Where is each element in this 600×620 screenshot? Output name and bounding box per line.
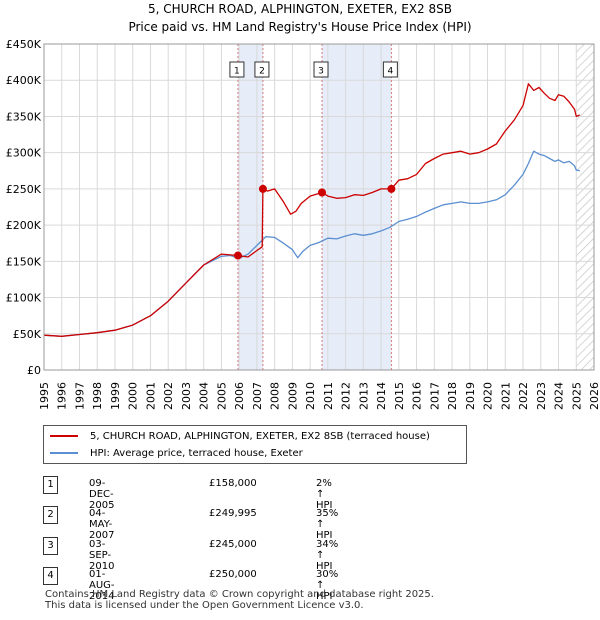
x-tick-label: 2011 <box>322 382 335 410</box>
sale-point <box>258 184 267 193</box>
legend-item-hpi: HPI: Average price, terraced house, Exet… <box>50 445 303 461</box>
shaded-period <box>322 44 392 370</box>
marker-label: 4 <box>388 67 394 77</box>
plot-area <box>44 44 594 370</box>
x-tick-label: 2002 <box>162 382 175 410</box>
sale-point <box>233 251 242 260</box>
y-tick-label: £150K <box>6 255 42 268</box>
x-tick-label: 2026 <box>588 382 600 410</box>
x-tick-label: 2009 <box>286 382 299 410</box>
x-tick-label: 2012 <box>340 382 353 410</box>
chart-title: 5, CHURCH ROAD, ALPHINGTON, EXETER, EX2 … <box>148 2 452 16</box>
transaction-hpi: 35% ↑ HPI <box>316 508 339 541</box>
marker-label: 3 <box>318 67 324 77</box>
transaction-date: 04-MAY-2007 <box>89 508 115 541</box>
transaction-date: 03-SEP-2010 <box>89 539 115 572</box>
x-tick-label: 1998 <box>91 382 104 410</box>
legend-label-property: 5, CHURCH ROAD, ALPHINGTON, EXETER, EX2 … <box>90 430 430 442</box>
x-tick-label: 2018 <box>446 382 459 410</box>
marker-label: 2 <box>259 67 265 77</box>
footer-attribution: Contains HM Land Registry data © Crown c… <box>45 589 434 611</box>
x-tick-label: 2021 <box>499 382 512 410</box>
x-tick-label: 2007 <box>251 382 264 410</box>
transaction-hpi: 2% ↑ HPI <box>316 478 333 511</box>
x-tick-label: 2013 <box>357 382 370 410</box>
marker-label-box <box>313 61 329 78</box>
y-tick-label: £50K <box>13 328 42 341</box>
transaction-date: 09-DEC-2005 <box>89 478 115 511</box>
x-tick-label: 2001 <box>144 382 157 410</box>
sale-point <box>387 184 396 193</box>
chart-subtitle: Price paid vs. HM Land Registry's House … <box>128 20 471 34</box>
x-tick-label: 2023 <box>535 382 548 410</box>
x-tick-label: 2005 <box>215 382 228 410</box>
x-tick-label: 1995 <box>38 382 51 410</box>
plot-frame <box>43 43 595 371</box>
marker-label-box <box>229 61 245 78</box>
x-tick-label: 2025 <box>570 382 583 410</box>
marker-label: 1 <box>234 67 240 77</box>
price-chart: 5, CHURCH ROAD, ALPHINGTON, EXETER, EX2 … <box>6 2 600 410</box>
x-tick-label: 2017 <box>428 382 441 410</box>
x-tick-label: 2024 <box>553 382 566 410</box>
footer-line-2: This data is licensed under the Open Gov… <box>45 600 364 611</box>
legend-item-property: 5, CHURCH ROAD, ALPHINGTON, EXETER, EX2 … <box>50 428 430 444</box>
y-tick-label: £450K <box>6 38 42 51</box>
marker-label-box <box>382 61 398 78</box>
series-line-property <box>43 83 581 337</box>
x-tick-label: 2015 <box>393 382 406 410</box>
x-tick-label: 2014 <box>375 382 388 410</box>
y-tick-label: £100K <box>6 292 42 305</box>
x-tick-label: 2010 <box>304 382 317 410</box>
forecast-hatch <box>576 44 594 370</box>
legend-line-hpi <box>50 452 78 454</box>
series-line-hpi <box>43 150 580 337</box>
transaction-number: 4 <box>43 567 58 585</box>
chart-legend: 5, CHURCH ROAD, ALPHINGTON, EXETER, EX2 … <box>43 425 467 464</box>
y-tick-label: £400K <box>6 74 42 87</box>
y-tick-label: £350K <box>6 110 42 123</box>
x-tick-label: 1999 <box>109 382 122 410</box>
y-tick-label: £200K <box>6 219 42 232</box>
x-tick-label: 1996 <box>56 382 69 410</box>
transaction-price: £245,000 <box>209 539 257 550</box>
x-tick-label: 2019 <box>464 382 477 410</box>
x-tick-label: 2008 <box>269 382 282 410</box>
transaction-price: £249,995 <box>209 508 257 519</box>
x-tick-label: 2003 <box>180 382 193 410</box>
transaction-hpi: 34% ↑ HPI <box>316 539 339 572</box>
transaction-number: 2 <box>43 506 58 524</box>
transaction-number: 1 <box>43 476 58 494</box>
transaction-price: £250,000 <box>209 569 257 580</box>
transaction-number: 3 <box>43 537 58 555</box>
x-tick-label: 2016 <box>411 382 424 410</box>
y-tick-label: £250K <box>6 183 42 196</box>
x-tick-label: 2022 <box>517 382 530 410</box>
x-tick-label: 1997 <box>73 382 86 410</box>
footer-line-1: Contains HM Land Registry data © Crown c… <box>45 589 434 600</box>
transaction-price: £158,000 <box>209 478 257 489</box>
y-tick-label: £300K <box>6 147 42 160</box>
x-tick-label: 2006 <box>233 382 246 410</box>
y-tick-label: £0 <box>27 364 41 377</box>
x-tick-label: 2004 <box>198 382 211 410</box>
shaded-period <box>237 44 263 370</box>
transaction-hpi: 30% ↑ HPI <box>316 569 339 602</box>
x-tick-label: 2020 <box>482 382 495 410</box>
x-tick-label: 2000 <box>127 382 140 410</box>
sale-point <box>318 188 327 197</box>
legend-line-property <box>50 435 78 437</box>
transaction-date: 01-AUG-2014 <box>89 569 115 602</box>
marker-label-box <box>254 61 270 78</box>
legend-label-hpi: HPI: Average price, terraced house, Exet… <box>90 447 303 459</box>
